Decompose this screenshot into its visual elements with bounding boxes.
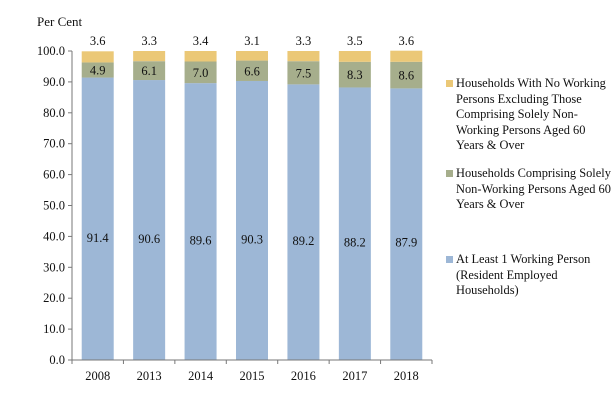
- data-label-no-working-2018: 3.6: [398, 34, 414, 48]
- legend-swatch-working: [446, 256, 453, 263]
- y-tick-label: 60.0: [43, 168, 65, 182]
- data-label-no-working-2013: 3.3: [141, 34, 157, 48]
- y-tick-label: 0.0: [49, 353, 65, 367]
- bar-segment-working-2008: [81, 77, 114, 360]
- data-label-solely-aged-2015: 6.6: [244, 64, 260, 78]
- data-label-no-working-2016: 3.3: [296, 34, 312, 48]
- bar-segment-no-working-2016: [287, 51, 320, 62]
- data-label-solely-aged-2017: 8.3: [347, 68, 363, 82]
- bar-segment-no-working-2008: [81, 51, 114, 63]
- bar-segment-solely-aged-2018: [390, 61, 423, 89]
- y-tick-label: 30.0: [43, 260, 65, 274]
- y-tick-label: 90.0: [43, 75, 65, 89]
- data-label-no-working-2015: 3.1: [244, 34, 260, 48]
- bar-segment-working-2013: [133, 80, 166, 361]
- bar-segment-solely-aged-2013: [133, 61, 166, 81]
- x-tick-label-2018: 2018: [394, 369, 419, 383]
- y-tick-label: 50.0: [43, 199, 65, 213]
- x-tick-label-2013: 2013: [137, 369, 162, 383]
- legend-item-solely-aged: Households Comprising Solely Non-Working…: [446, 166, 614, 213]
- legend-item-no-working: Households With No Working Persons Exclu…: [446, 76, 614, 154]
- y-tick-label: 100.0: [37, 44, 65, 58]
- data-label-working-2014: 89.6: [190, 233, 212, 247]
- x-tick-label-2015: 2015: [240, 369, 265, 383]
- data-label-working-2015: 90.3: [241, 232, 263, 246]
- bar-segment-no-working-2017: [338, 51, 371, 62]
- y-axis-title: Per Cent: [37, 14, 83, 29]
- data-label-no-working-2008: 3.6: [90, 34, 106, 48]
- y-tick-label: 80.0: [43, 106, 65, 120]
- legend-label-no-working: Households With No Working Persons Exclu…: [456, 76, 606, 152]
- x-tick-label-2016: 2016: [291, 369, 316, 383]
- y-tick-label: 40.0: [43, 229, 65, 243]
- legend-label-solely-aged: Households Comprising Solely Non-Working…: [456, 166, 611, 211]
- y-tick-label: 20.0: [43, 291, 65, 305]
- bar-segment-solely-aged-2016: [287, 61, 320, 85]
- bar-segment-working-2017: [338, 87, 371, 360]
- y-tick-label: 10.0: [43, 322, 65, 336]
- x-tick-label-2017: 2017: [342, 369, 367, 383]
- bar-segment-no-working-2014: [184, 51, 217, 62]
- data-label-solely-aged-2008: 4.9: [90, 64, 106, 78]
- legend-label-working: At Least 1 Working Person (Resident Empl…: [456, 252, 591, 297]
- data-label-solely-aged-2013: 6.1: [141, 64, 157, 78]
- bar-segment-solely-aged-2015: [236, 60, 268, 81]
- bar-segment-solely-aged-2017: [338, 61, 371, 88]
- x-tick-label-2014: 2014: [188, 369, 214, 383]
- data-label-no-working-2014: 3.4: [193, 34, 209, 48]
- bar-segment-no-working-2015: [236, 51, 268, 61]
- bar-segment-no-working-2018: [390, 50, 423, 62]
- data-label-solely-aged-2016: 7.5: [296, 66, 312, 80]
- data-label-working-2018: 87.9: [395, 236, 417, 250]
- bar-segment-working-2018: [390, 88, 423, 360]
- bar-segment-working-2014: [184, 83, 217, 361]
- x-tick-label-2008: 2008: [85, 369, 110, 383]
- y-tick-label: 70.0: [43, 137, 65, 151]
- data-label-solely-aged-2014: 7.0: [193, 66, 209, 80]
- bar-segment-solely-aged-2008: [81, 62, 114, 78]
- legend-swatch-solely-aged: [446, 170, 453, 177]
- legend-swatch-no-working: [446, 80, 453, 87]
- bar-segment-working-2015: [236, 80, 268, 361]
- bar-segment-working-2016: [287, 84, 320, 360]
- legend-item-working: At Least 1 Working Person (Resident Empl…: [446, 252, 614, 299]
- data-label-solely-aged-2018: 8.6: [398, 69, 414, 83]
- bar-segment-solely-aged-2014: [184, 61, 217, 84]
- data-label-working-2013: 90.6: [138, 232, 160, 246]
- bar-segment-no-working-2013: [133, 51, 166, 62]
- data-label-no-working-2017: 3.5: [347, 34, 363, 48]
- data-label-working-2017: 88.2: [344, 235, 366, 249]
- data-label-working-2008: 91.4: [87, 231, 110, 245]
- data-label-working-2016: 89.2: [292, 234, 314, 248]
